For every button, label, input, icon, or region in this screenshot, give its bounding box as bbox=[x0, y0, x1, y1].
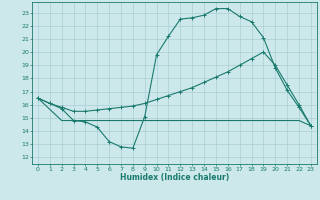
X-axis label: Humidex (Indice chaleur): Humidex (Indice chaleur) bbox=[120, 173, 229, 182]
